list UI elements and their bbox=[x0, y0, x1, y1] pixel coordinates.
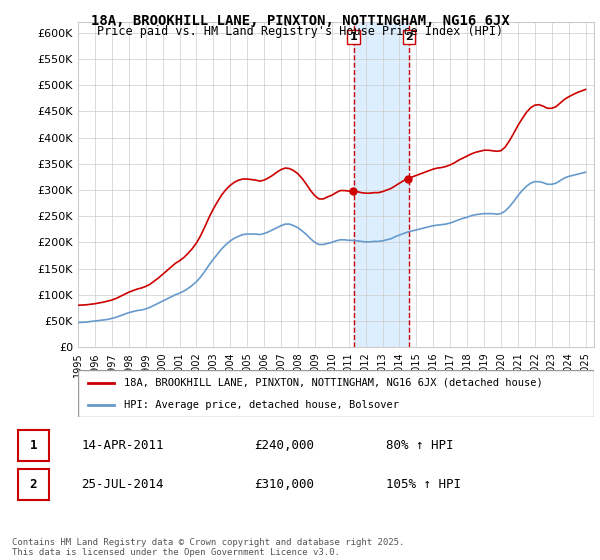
Bar bbox=[353, 22, 409, 347]
FancyBboxPatch shape bbox=[18, 430, 49, 461]
Text: Contains HM Land Registry data © Crown copyright and database right 2025.
This d: Contains HM Land Registry data © Crown c… bbox=[12, 538, 404, 557]
Text: Price paid vs. HM Land Registry's House Price Index (HPI): Price paid vs. HM Land Registry's House … bbox=[97, 25, 503, 38]
Text: 105% ↑ HPI: 105% ↑ HPI bbox=[386, 478, 461, 491]
FancyBboxPatch shape bbox=[78, 370, 594, 417]
Text: 18A, BROOKHILL LANE, PINXTON, NOTTINGHAM, NG16 6JX: 18A, BROOKHILL LANE, PINXTON, NOTTINGHAM… bbox=[91, 14, 509, 28]
Text: 25-JUL-2014: 25-JUL-2014 bbox=[81, 478, 164, 491]
Text: 2: 2 bbox=[405, 32, 413, 42]
Text: 1: 1 bbox=[350, 32, 358, 42]
Text: 18A, BROOKHILL LANE, PINXTON, NOTTINGHAM, NG16 6JX (detached house): 18A, BROOKHILL LANE, PINXTON, NOTTINGHAM… bbox=[124, 378, 543, 388]
Text: 2: 2 bbox=[29, 478, 37, 491]
Text: HPI: Average price, detached house, Bolsover: HPI: Average price, detached house, Bols… bbox=[124, 400, 400, 410]
Text: 1: 1 bbox=[29, 439, 37, 452]
FancyBboxPatch shape bbox=[18, 469, 49, 500]
Text: 80% ↑ HPI: 80% ↑ HPI bbox=[386, 439, 454, 452]
Text: £240,000: £240,000 bbox=[254, 439, 314, 452]
Text: 14-APR-2011: 14-APR-2011 bbox=[81, 439, 164, 452]
Text: £310,000: £310,000 bbox=[254, 478, 314, 491]
